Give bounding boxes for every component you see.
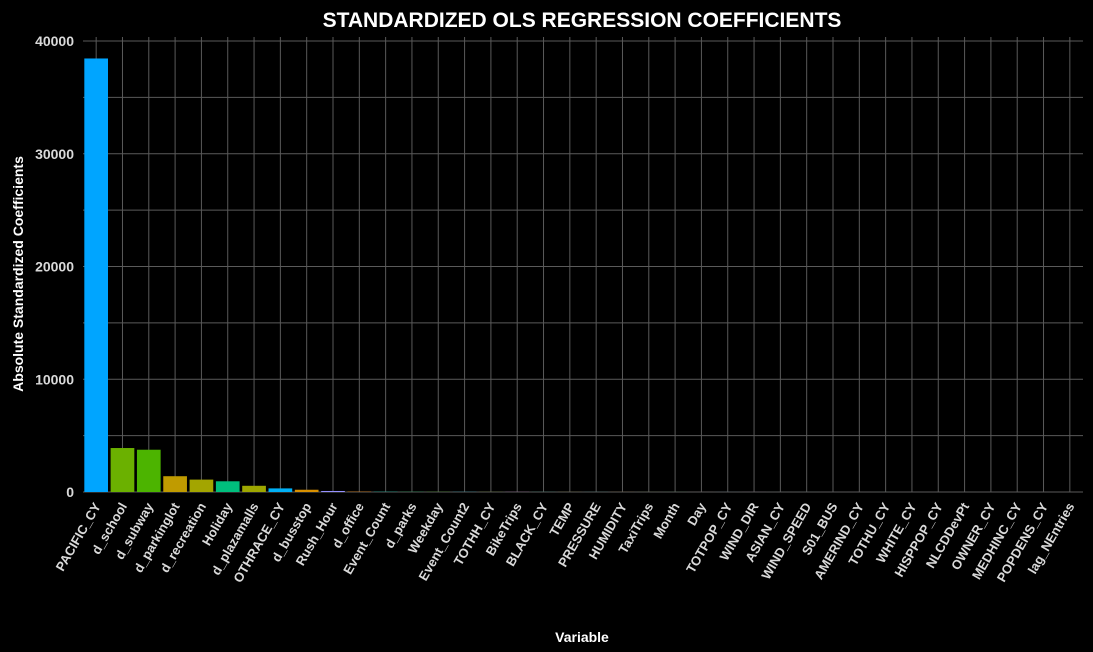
bar-d_plazamalls (242, 485, 266, 492)
bars (84, 58, 1082, 492)
y-tick-label: 10000 (35, 371, 74, 387)
y-tick-label: 0 (66, 484, 74, 500)
bar-Holiday (215, 481, 240, 492)
chart-title: STANDARDIZED OLS REGRESSION COEFFICIENTS (323, 9, 842, 32)
bar-d_recreation (189, 479, 214, 492)
bar-Rush_Hour (321, 490, 345, 492)
y-tick-label: 20000 (35, 259, 74, 275)
y-tick-label: 40000 (35, 33, 74, 49)
x-axis-label: Variable (555, 629, 609, 645)
y-tick-label: 30000 (35, 146, 74, 162)
bar-d_subway (136, 449, 161, 492)
bar-d_busstop (294, 489, 319, 492)
bar-OTHRACE_CY (268, 488, 293, 492)
bar-PACIFIC_CY (84, 58, 108, 492)
bar-d_parkinglot (163, 476, 187, 492)
bar-d_school (110, 448, 135, 492)
y-axis-label: Absolute Standardized Coefficients (10, 156, 26, 392)
y-axis-ticks: 0 10000 20000 30000 40000 (35, 33, 74, 500)
